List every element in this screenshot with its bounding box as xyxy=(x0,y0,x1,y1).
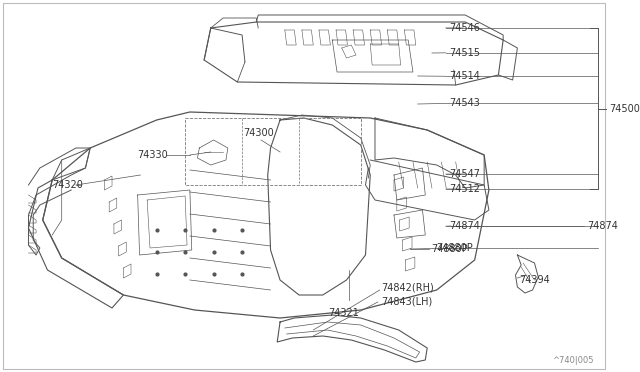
Text: 74300: 74300 xyxy=(243,128,273,138)
Text: 74842(RH): 74842(RH) xyxy=(381,282,435,292)
Text: 74880P: 74880P xyxy=(431,244,468,254)
Text: 74321: 74321 xyxy=(328,308,359,318)
Text: 74330: 74330 xyxy=(138,150,168,160)
Text: 74547: 74547 xyxy=(450,169,481,179)
Text: 74843(LH): 74843(LH) xyxy=(381,297,433,307)
Text: ^740|005: ^740|005 xyxy=(552,356,593,365)
Text: 74514: 74514 xyxy=(450,71,481,81)
Text: 74515: 74515 xyxy=(450,48,481,58)
Text: 74500: 74500 xyxy=(609,103,640,113)
Text: 74512: 74512 xyxy=(450,184,481,194)
Text: 74543: 74543 xyxy=(450,99,481,108)
Text: 74880P: 74880P xyxy=(436,244,473,253)
Text: 74546: 74546 xyxy=(450,23,481,33)
Text: 74394: 74394 xyxy=(519,275,550,285)
Text: 74874: 74874 xyxy=(450,221,481,231)
Text: 74320: 74320 xyxy=(52,180,83,190)
Text: 74874: 74874 xyxy=(587,221,618,231)
